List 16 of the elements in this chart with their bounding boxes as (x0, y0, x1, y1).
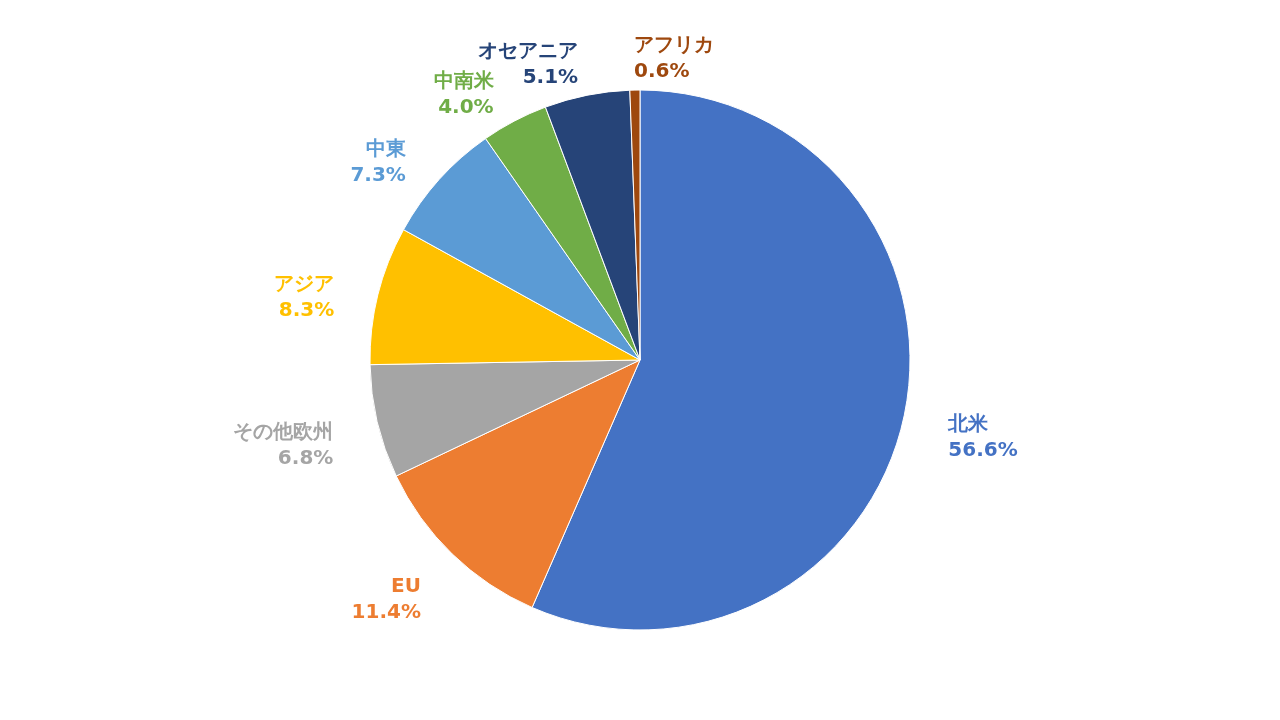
data-label: 0.6% (634, 58, 690, 83)
data-label: 56.6% (948, 437, 1018, 462)
data-label: 8.3% (278, 297, 335, 322)
slice-label: オセアニア (478, 38, 579, 63)
slice-label: 北米 (947, 411, 990, 436)
slice-label: 中南米 (433, 68, 495, 93)
data-label: 11.4% (351, 599, 421, 624)
data-label: 4.0% (438, 94, 494, 119)
slice-label: その他欧州 (233, 419, 334, 444)
slice-label: 中東 (365, 136, 406, 161)
slice-label: EU (391, 573, 421, 598)
slice-label: アジア (274, 271, 335, 296)
slice-label: アフリカ (634, 32, 715, 57)
data-label: 6.8% (277, 445, 334, 470)
data-label: 7.3% (350, 162, 406, 187)
data-label: 5.1% (522, 64, 579, 89)
